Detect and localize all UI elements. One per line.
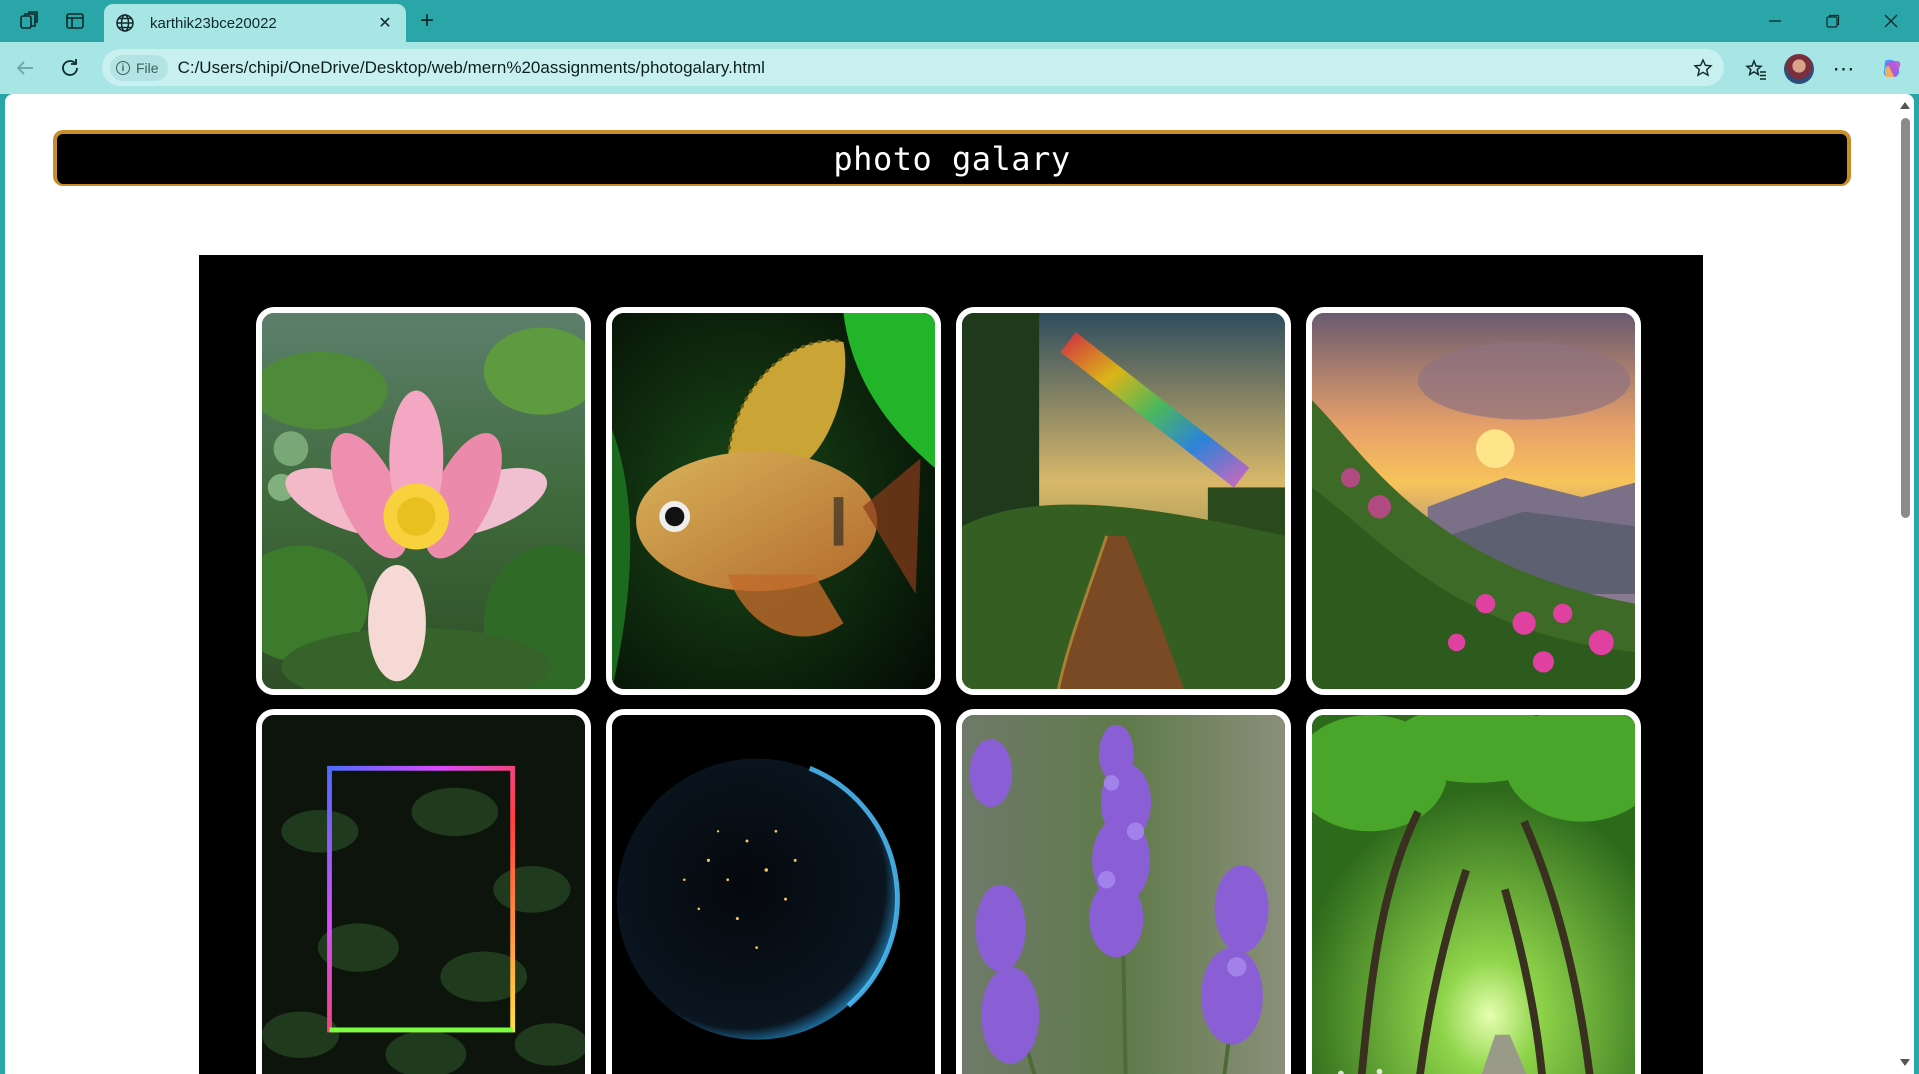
workspaces-icon[interactable]: [16, 8, 42, 34]
photo-mountain-sunset: [1306, 307, 1641, 695]
info-icon: i: [116, 60, 130, 75]
profile-avatar[interactable]: [1784, 54, 1814, 84]
minimize-button[interactable]: [1752, 6, 1798, 36]
scrollbar-thumb[interactable]: [1901, 118, 1910, 518]
site-info-chip[interactable]: i File: [110, 54, 168, 81]
photo-lotus-flower: [256, 307, 591, 695]
vertical-tabs-icon[interactable]: [62, 8, 88, 34]
photo-forest-rainbow: [956, 307, 1291, 695]
photo-neon-frame: [256, 709, 591, 1074]
browser-toolbar: i File C:/Users/chipi/OneDrive/Desktop/w…: [0, 42, 1919, 94]
scheme-label: File: [136, 59, 159, 76]
photo-lavender: [956, 709, 1291, 1074]
refresh-button[interactable]: [55, 53, 85, 83]
browser-title-bar: karthik23bce20022 ✕ +: [0, 0, 1919, 42]
close-window-button[interactable]: [1868, 6, 1914, 36]
tab-title: karthik23bce20022: [150, 14, 277, 32]
back-button[interactable]: [10, 53, 40, 83]
page-scrollbar[interactable]: [1897, 94, 1914, 1074]
page-header: photo galary: [53, 130, 1851, 186]
address-bar[interactable]: i File C:/Users/chipi/OneDrive/Desktop/w…: [102, 49, 1724, 86]
favorites-icon[interactable]: [1740, 53, 1772, 85]
photo-tree-tunnel: [1306, 709, 1641, 1074]
more-options-icon[interactable]: ⋯: [1832, 56, 1856, 81]
tab-active[interactable]: karthik23bce20022 ✕: [104, 4, 406, 42]
photo-tropical-fish: [606, 307, 941, 695]
scroll-down-arrow-icon[interactable]: [1900, 1059, 1910, 1066]
copilot-icon[interactable]: [1876, 53, 1908, 85]
url-text[interactable]: C:/Users/chipi/OneDrive/Desktop/web/mern…: [177, 57, 765, 77]
page-viewport: photo galary: [5, 94, 1914, 1074]
page-title: photo galary: [833, 140, 1071, 178]
scroll-up-arrow-icon[interactable]: [1900, 102, 1910, 109]
photo-earth-night: [606, 709, 941, 1074]
favorite-star-icon[interactable]: [1688, 53, 1718, 83]
close-tab-icon[interactable]: ✕: [378, 15, 392, 32]
photo-gallery: [199, 255, 1703, 1074]
globe-icon: [114, 12, 136, 34]
restore-button[interactable]: [1810, 6, 1856, 36]
new-tab-button[interactable]: +: [419, 7, 434, 34]
